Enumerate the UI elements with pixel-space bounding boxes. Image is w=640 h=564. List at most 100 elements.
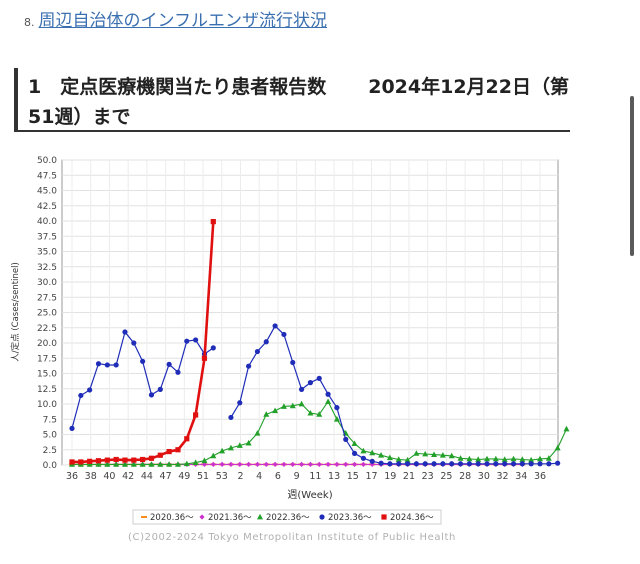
data-point: [289, 402, 296, 409]
x-tick-label: 38: [85, 471, 97, 482]
x-tick-label: 15: [347, 471, 359, 482]
data-point: [148, 392, 155, 398]
data-point: [334, 405, 340, 411]
y-tick-label: 20.0: [37, 339, 57, 349]
influenza-chart: 0.0 2.5 5.0 7.5 10.0 12.5 15.0 17.5 20.0 22.5 25.0…: [10, 156, 570, 543]
data-point: [87, 387, 93, 393]
neighboring-municipalities-link[interactable]: 周辺自治体のインフルエンザ流行状況: [38, 11, 328, 31]
data-point: [484, 455, 491, 462]
data-point: [157, 386, 163, 392]
x-tick-label: 34: [515, 471, 527, 482]
y-tick-label: 7.5: [43, 415, 57, 425]
data-point: [528, 461, 534, 467]
data-point: [95, 458, 102, 464]
data-point: [325, 461, 331, 467]
data-point: [281, 331, 287, 338]
x-tick-label: 42: [122, 471, 134, 482]
y-tick-label: 30.0: [37, 278, 57, 288]
y-tick-label: 10.0: [37, 400, 57, 410]
data-point: [122, 457, 128, 463]
x-tick-label: 44: [141, 471, 153, 482]
x-tick-label: 11: [309, 471, 321, 482]
data-point: [563, 425, 570, 432]
data-point: [546, 461, 552, 467]
data-point: [307, 461, 314, 467]
data-point: [440, 461, 446, 467]
data-point: [237, 461, 243, 467]
y-tick-label: 25.0: [37, 309, 57, 319]
grid-lines: [62, 159, 558, 466]
data-point: [316, 411, 323, 417]
y-tick-label: 0.0: [43, 461, 58, 471]
data-point: [139, 461, 146, 467]
page-scrollbar[interactable]: [630, 96, 634, 256]
data-point: [140, 456, 146, 463]
data-point: [537, 461, 543, 467]
legend-marker: [257, 513, 263, 520]
y-tick-label: 5.0: [43, 431, 58, 441]
data-point: [307, 380, 314, 386]
data-point: [404, 461, 411, 467]
data-point: [201, 461, 208, 467]
heading-title: 1 定点医療機関当たり患者報告数: [28, 76, 327, 98]
data-point: [131, 457, 137, 463]
data-point: [210, 219, 216, 225]
legend-marker: [381, 514, 387, 520]
y-tick-label: 15.0: [37, 370, 57, 380]
data-point: [228, 461, 234, 467]
data-point: [228, 414, 234, 421]
data-point: [484, 461, 490, 467]
x-tick-label: 2: [237, 471, 243, 482]
data-point: [369, 449, 376, 456]
data-point: [245, 439, 252, 446]
data-point: [254, 430, 261, 436]
y-tick-label: 37.5: [37, 232, 57, 242]
data-point: [193, 412, 199, 418]
data-point: [351, 440, 358, 447]
list-number: 8.: [24, 16, 35, 29]
data-point: [166, 361, 172, 367]
series-2022.36～: [69, 398, 570, 467]
y-tick-label: 40.0: [37, 217, 57, 227]
chart-container: 0.0 2.5 5.0 7.5 10.0 12.5 15.0 17.5 20.0 22.5 25.0…: [0, 150, 600, 560]
x-tick-label: 13: [328, 471, 340, 482]
data-point: [184, 436, 190, 442]
x-tick-label: 25: [440, 471, 452, 482]
data-point: [333, 416, 340, 422]
data-point: [554, 444, 561, 451]
data-point: [325, 398, 332, 404]
data-point: [316, 461, 322, 467]
data-point: [166, 448, 172, 455]
data-point: [121, 461, 128, 467]
x-tick-label: 30: [478, 471, 490, 482]
data-point: [272, 323, 278, 329]
data-point: [448, 452, 455, 459]
data-point: [519, 456, 526, 462]
data-point: [475, 461, 481, 467]
data-point: [148, 461, 155, 467]
data-point: [263, 411, 270, 417]
data-point: [537, 455, 543, 462]
x-tick-label: 51: [197, 471, 209, 482]
data-point: [387, 461, 393, 467]
data-point: [87, 458, 93, 464]
legend-label: 2021.36～: [208, 513, 252, 523]
section-heading: 1 定点医療機関当たり患者報告数 2024年12月22日（第 51週）まで: [14, 68, 570, 132]
data-point: [431, 461, 437, 467]
data-point: [360, 455, 366, 461]
data-point: [457, 455, 464, 461]
data-point: [545, 455, 552, 461]
legend-marker: [199, 514, 205, 520]
data-point: [422, 450, 429, 457]
x-tick-label: 28: [459, 471, 471, 482]
data-point: [396, 461, 402, 467]
data-point: [130, 461, 137, 467]
x-axis-label: 週(Week): [287, 489, 332, 501]
data-point: [519, 461, 525, 467]
data-point: [360, 461, 366, 467]
data-point: [210, 452, 217, 459]
data-point: [378, 460, 384, 466]
data-point: [307, 409, 314, 416]
x-tick-label: 47: [160, 471, 172, 482]
data-point: [254, 348, 261, 355]
